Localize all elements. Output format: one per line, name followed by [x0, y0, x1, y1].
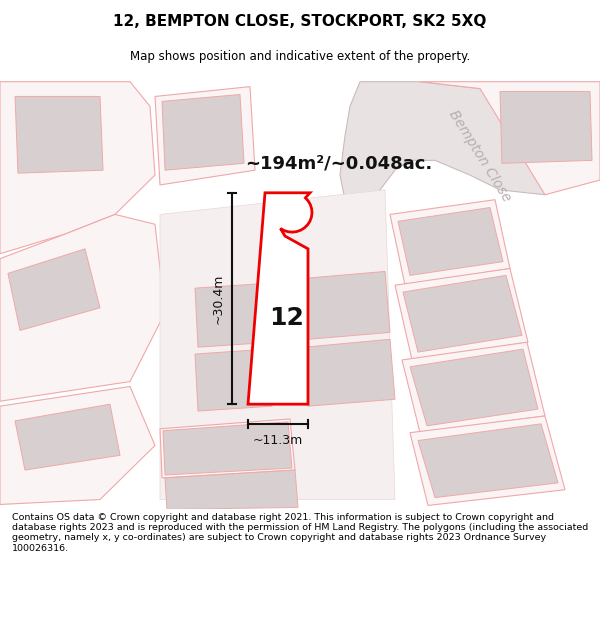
Text: ~11.3m: ~11.3m [253, 434, 303, 447]
Text: ~30.4m: ~30.4m [212, 273, 224, 324]
Polygon shape [160, 419, 295, 478]
Polygon shape [0, 82, 155, 254]
Polygon shape [418, 424, 558, 498]
Polygon shape [162, 94, 244, 170]
Polygon shape [305, 271, 390, 339]
Polygon shape [15, 96, 103, 173]
Text: Bempton Close: Bempton Close [446, 107, 514, 204]
Text: Map shows position and indicative extent of the property.: Map shows position and indicative extent… [130, 50, 470, 63]
Polygon shape [340, 82, 580, 214]
Polygon shape [410, 349, 538, 426]
Polygon shape [500, 91, 592, 163]
Polygon shape [160, 190, 395, 499]
Polygon shape [248, 192, 312, 404]
Polygon shape [155, 87, 255, 185]
Text: 12: 12 [269, 306, 304, 329]
Polygon shape [195, 349, 272, 411]
Polygon shape [165, 470, 298, 509]
Polygon shape [402, 342, 545, 432]
Polygon shape [0, 214, 165, 401]
Polygon shape [0, 386, 155, 504]
Polygon shape [163, 422, 292, 475]
Text: Contains OS data © Crown copyright and database right 2021. This information is : Contains OS data © Crown copyright and d… [12, 512, 588, 552]
Polygon shape [403, 276, 522, 352]
Text: ~194m²/~0.048ac.: ~194m²/~0.048ac. [245, 154, 432, 173]
Polygon shape [390, 199, 510, 285]
Polygon shape [305, 339, 395, 406]
Polygon shape [195, 283, 272, 347]
Polygon shape [398, 208, 503, 276]
Polygon shape [410, 416, 565, 506]
Polygon shape [395, 269, 528, 360]
Polygon shape [420, 82, 600, 195]
Polygon shape [8, 249, 100, 331]
Polygon shape [15, 404, 120, 470]
Text: 12, BEMPTON CLOSE, STOCKPORT, SK2 5XQ: 12, BEMPTON CLOSE, STOCKPORT, SK2 5XQ [113, 14, 487, 29]
